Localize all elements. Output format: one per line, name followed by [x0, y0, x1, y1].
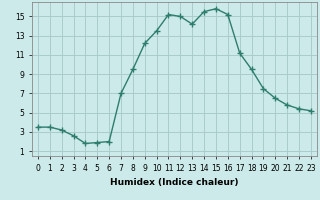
X-axis label: Humidex (Indice chaleur): Humidex (Indice chaleur)	[110, 178, 239, 187]
